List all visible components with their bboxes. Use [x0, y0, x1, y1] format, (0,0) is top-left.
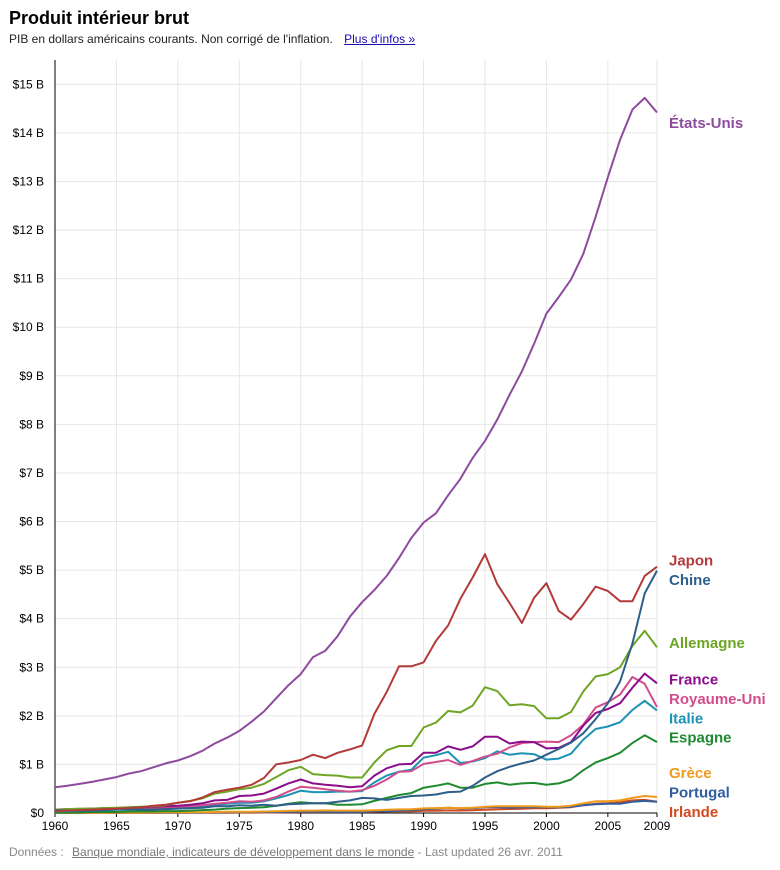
- series-label-royaume-uni: Royaume-Uni: [669, 691, 766, 708]
- subtitle-text: PIB en dollars américains courants. Non …: [9, 32, 333, 46]
- x-tick-label: 1960: [42, 819, 69, 833]
- footer: Données : Banque mondiale, indicateurs d…: [9, 845, 563, 859]
- series-line-etats-unis[interactable]: [54, 96, 658, 789]
- axes: $0 $1 B $2 B $3 B $4 B $5 B $6 B $7 B $8 B $9 B $1…: [13, 60, 671, 833]
- more-info-link[interactable]: Plus d'infos »: [344, 32, 416, 46]
- y-tick-label: $14 B: [13, 126, 44, 140]
- series-line-royaume-uni[interactable]: [54, 676, 658, 811]
- series-labels: États-Unis Japon Chine Allemagne France Royau…: [669, 115, 766, 821]
- y-tick-label: $9 B: [19, 369, 44, 383]
- series-line-japon[interactable]: [54, 553, 658, 813]
- series-label-allemagne: Allemagne: [669, 635, 745, 652]
- x-tick-label: 1995: [472, 819, 499, 833]
- y-tick-label: $10 B: [13, 320, 44, 334]
- y-tick-label: $11 B: [14, 272, 44, 286]
- y-tick-label: $7 B: [19, 466, 44, 480]
- series-label-france: France: [669, 671, 718, 688]
- grid-lines: [54, 60, 658, 814]
- y-tick-label: $13 B: [13, 174, 44, 188]
- series-line-italie[interactable]: [55, 699, 658, 813]
- series-label-espagne: Espagne: [669, 730, 732, 747]
- y-tick-label: $1 B: [19, 757, 44, 771]
- series-label-italie: Italie: [669, 710, 703, 727]
- x-tick-label: 1985: [349, 819, 376, 833]
- series-label-etats-unis: États-Unis: [669, 115, 743, 132]
- series-label-grece: Grèce: [669, 765, 712, 782]
- x-tick-label: 1975: [226, 819, 253, 833]
- series-lines: [54, 96, 658, 814]
- y-tick-label: $6 B: [19, 515, 44, 529]
- x-tick-label: 2009: [644, 819, 671, 833]
- source-link[interactable]: Banque mondiale, indicateurs de développ…: [72, 845, 415, 859]
- x-tick-label: 1970: [165, 819, 192, 833]
- x-tick-label: 1980: [287, 819, 314, 833]
- series-label-irlande: Irlande: [669, 804, 718, 821]
- y-tick-label: $12 B: [13, 223, 44, 237]
- series-label-portugal: Portugal: [669, 785, 730, 802]
- y-tick-label: $8 B: [19, 417, 44, 431]
- y-tick-label: $3 B: [19, 660, 44, 674]
- chart-subtitle: PIB en dollars américains courants. Non …: [9, 32, 415, 46]
- series-label-chine: Chine: [669, 572, 711, 589]
- y-tick-label: $0: [31, 806, 45, 820]
- y-tick-label: $4 B: [19, 612, 44, 626]
- y-tick-label: $15 B: [13, 77, 44, 91]
- y-tick-label: $2 B: [19, 709, 44, 723]
- x-tick-label: 1990: [410, 819, 437, 833]
- series-line-france[interactable]: [54, 672, 658, 812]
- series-line-espagne[interactable]: [55, 734, 658, 814]
- x-tick-label: 2005: [595, 819, 622, 833]
- series-line-allemagne[interactable]: [54, 629, 658, 811]
- source-prefix: Données :: [9, 845, 64, 859]
- y-tick-label: $5 B: [19, 563, 44, 577]
- x-tick-label: 1965: [103, 819, 130, 833]
- x-tick-label: 2000: [533, 819, 560, 833]
- series-label-japon: Japon: [669, 552, 713, 569]
- series-line-grece[interactable]: [55, 795, 658, 814]
- page-title: Produit intérieur brut: [9, 8, 189, 28]
- series-line-chine[interactable]: [54, 570, 658, 812]
- last-updated: - Last updated 26 avr. 2011: [417, 845, 563, 859]
